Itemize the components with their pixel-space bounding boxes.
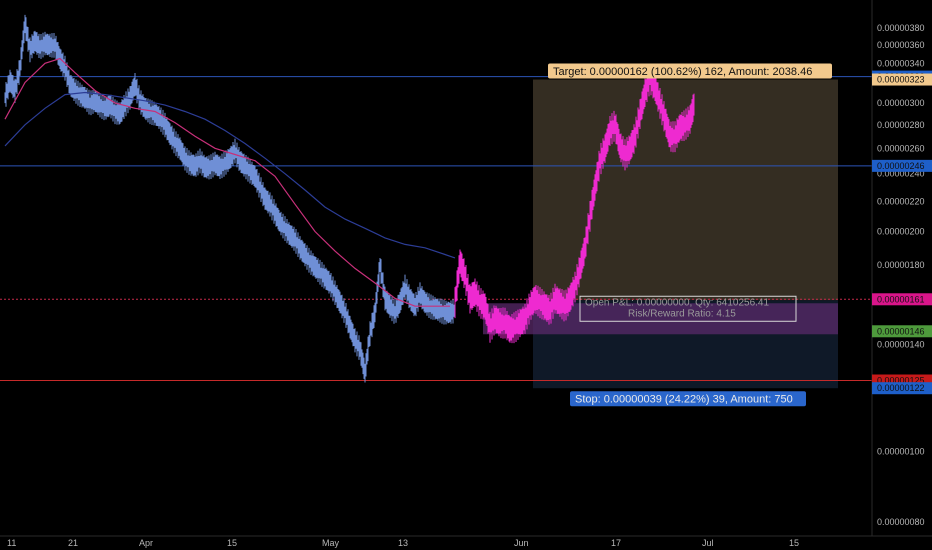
position-annotations: Target: 0.00000162 (100.62%) 162, Amount… [548, 63, 832, 407]
price-badge [872, 159, 932, 172]
stop-label: Stop: 0.00000039 (24.22%) 39, Amount: 75… [575, 394, 793, 406]
price-tick-label: 0.00000180 [877, 260, 925, 270]
pnl-label: Open P&L: 0.00000000, Qty: 6410256.41 [585, 297, 769, 308]
price-badge [872, 382, 932, 395]
stop-label-bg [570, 391, 806, 407]
price-badge-label: 0.00000246 [877, 161, 925, 171]
price-tick-label: 0.00000280 [877, 120, 925, 130]
price-axis[interactable]: 0.00000380 0.00000360 0.00000340 0.00000300… [877, 23, 925, 527]
price-badges: 0.000003260.000003230.000002460.00000161… [872, 70, 932, 395]
price-tick-label: 0.00000220 [877, 196, 925, 206]
time-tick-label: 15 [789, 538, 799, 548]
price-tick-label: 0.00000360 [877, 40, 925, 50]
time-tick-label: Apr [139, 538, 153, 548]
time-axis[interactable]: 11 21 Apr 15 May 13 Jun 17 Jul 15 [7, 538, 799, 548]
time-tick-label: 11 [7, 538, 16, 548]
price-badge-label: 0.00000146 [877, 326, 925, 336]
target-label: Target: 0.00000162 (100.62%) 162, Amount… [553, 66, 812, 78]
position-tool[interactable] [483, 79, 838, 389]
moving-average-line [4, 57, 450, 307]
price-tick-label: 0.00000260 [877, 143, 925, 153]
price-tick-label: 0.00000340 [877, 58, 925, 68]
price-badge-label: 0.00000323 [877, 75, 925, 85]
price-tick-label: 0.00000140 [877, 340, 925, 350]
price-badge [872, 293, 932, 306]
price-tick-label: 0.00000080 [877, 517, 925, 527]
moving-average-line [4, 91, 456, 259]
price-badge-label: 0.00000125 [877, 376, 925, 386]
pnl-box [579, 295, 797, 322]
time-tick-label: 13 [398, 538, 408, 548]
price-badge-label: 0.00000122 [877, 383, 925, 393]
time-tick-label: May [322, 538, 340, 548]
price-badge-label: 0.00000161 [877, 294, 925, 304]
time-tick-label: 21 [68, 538, 78, 548]
price-tick-label: 0.00000240 [877, 169, 925, 179]
price-tick-label: 0.00000100 [877, 446, 925, 456]
price-tick-label: 0.00000200 [877, 226, 925, 236]
time-tick-label: 17 [611, 538, 621, 548]
target-label-bg [548, 63, 832, 79]
price-series [4, 14, 695, 383]
time-tick-label: Jun [514, 538, 529, 548]
time-tick-label: 15 [227, 538, 237, 548]
price-badge [872, 73, 932, 86]
price-badge [872, 325, 932, 338]
price-tick-label: 0.00000380 [877, 23, 925, 33]
risk-reward-label: Risk/Reward Ratio: 4.15 [628, 308, 736, 319]
price-tick-label: 0.00000300 [877, 98, 925, 108]
time-tick-label: Jul [702, 538, 714, 548]
